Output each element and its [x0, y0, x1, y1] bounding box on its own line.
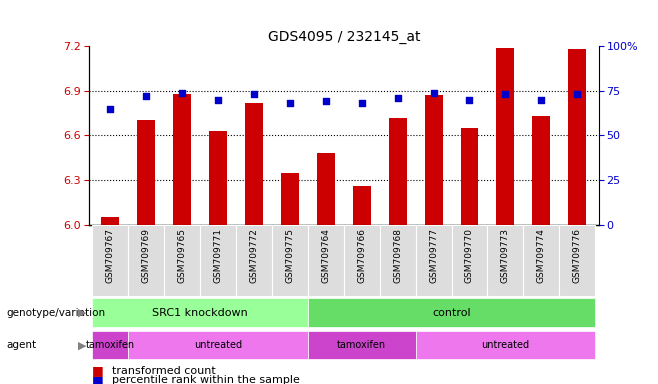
FancyBboxPatch shape — [416, 225, 451, 296]
Text: GSM709774: GSM709774 — [537, 228, 546, 283]
FancyBboxPatch shape — [343, 225, 380, 296]
Text: GSM709768: GSM709768 — [393, 228, 402, 283]
FancyBboxPatch shape — [559, 225, 595, 296]
Text: ▶: ▶ — [78, 340, 86, 350]
FancyBboxPatch shape — [308, 331, 416, 359]
FancyBboxPatch shape — [128, 331, 308, 359]
Point — [177, 89, 188, 96]
Title: GDS4095 / 232145_at: GDS4095 / 232145_at — [268, 30, 420, 44]
Point — [249, 91, 259, 98]
Bar — [245, 103, 263, 225]
Point — [141, 93, 151, 99]
Point — [465, 97, 475, 103]
Point — [213, 97, 223, 103]
Bar — [173, 94, 191, 225]
Bar — [101, 217, 119, 225]
Text: tamoxifen: tamoxifen — [86, 340, 135, 350]
Text: GSM709777: GSM709777 — [429, 228, 438, 283]
Text: GSM709773: GSM709773 — [501, 228, 510, 283]
Text: ■: ■ — [92, 364, 104, 377]
Point — [105, 106, 116, 112]
FancyBboxPatch shape — [92, 331, 128, 359]
Point — [572, 91, 582, 98]
Text: genotype/variation: genotype/variation — [7, 308, 106, 318]
FancyBboxPatch shape — [236, 225, 272, 296]
Text: ▶: ▶ — [78, 308, 86, 318]
Point — [285, 100, 295, 106]
Text: GSM709766: GSM709766 — [357, 228, 367, 283]
Text: percentile rank within the sample: percentile rank within the sample — [112, 375, 300, 384]
FancyBboxPatch shape — [92, 298, 308, 327]
Text: agent: agent — [7, 340, 37, 350]
Text: control: control — [432, 308, 471, 318]
FancyBboxPatch shape — [523, 225, 559, 296]
Point — [428, 89, 439, 96]
FancyBboxPatch shape — [308, 298, 595, 327]
FancyBboxPatch shape — [488, 225, 523, 296]
Bar — [532, 116, 550, 225]
FancyBboxPatch shape — [272, 225, 308, 296]
Text: untreated: untreated — [194, 340, 242, 350]
Text: GSM709769: GSM709769 — [141, 228, 151, 283]
Text: GSM709770: GSM709770 — [465, 228, 474, 283]
Text: SRC1 knockdown: SRC1 knockdown — [152, 308, 248, 318]
Bar — [281, 172, 299, 225]
Text: GSM709765: GSM709765 — [178, 228, 187, 283]
Text: GSM709771: GSM709771 — [214, 228, 222, 283]
Text: GSM709775: GSM709775 — [286, 228, 294, 283]
FancyBboxPatch shape — [451, 225, 488, 296]
Bar — [461, 128, 478, 225]
FancyBboxPatch shape — [308, 225, 343, 296]
Bar — [424, 95, 443, 225]
Point — [320, 98, 331, 104]
Text: GSM709772: GSM709772 — [249, 228, 259, 283]
FancyBboxPatch shape — [164, 225, 200, 296]
Point — [500, 91, 511, 98]
FancyBboxPatch shape — [92, 225, 128, 296]
Bar — [317, 153, 335, 225]
Bar — [389, 118, 407, 225]
Bar — [209, 131, 227, 225]
Bar — [353, 186, 370, 225]
Bar — [496, 48, 515, 225]
Text: transformed count: transformed count — [112, 366, 216, 376]
Text: GSM709767: GSM709767 — [106, 228, 115, 283]
Point — [392, 95, 403, 101]
FancyBboxPatch shape — [128, 225, 164, 296]
Point — [536, 97, 547, 103]
Text: ■: ■ — [92, 374, 104, 384]
Text: GSM709764: GSM709764 — [321, 228, 330, 283]
FancyBboxPatch shape — [200, 225, 236, 296]
Text: untreated: untreated — [482, 340, 530, 350]
Bar — [138, 121, 155, 225]
Bar — [569, 49, 586, 225]
Text: tamoxifen: tamoxifen — [337, 340, 386, 350]
FancyBboxPatch shape — [416, 331, 595, 359]
Text: GSM709776: GSM709776 — [572, 228, 582, 283]
FancyBboxPatch shape — [380, 225, 416, 296]
Point — [357, 100, 367, 106]
